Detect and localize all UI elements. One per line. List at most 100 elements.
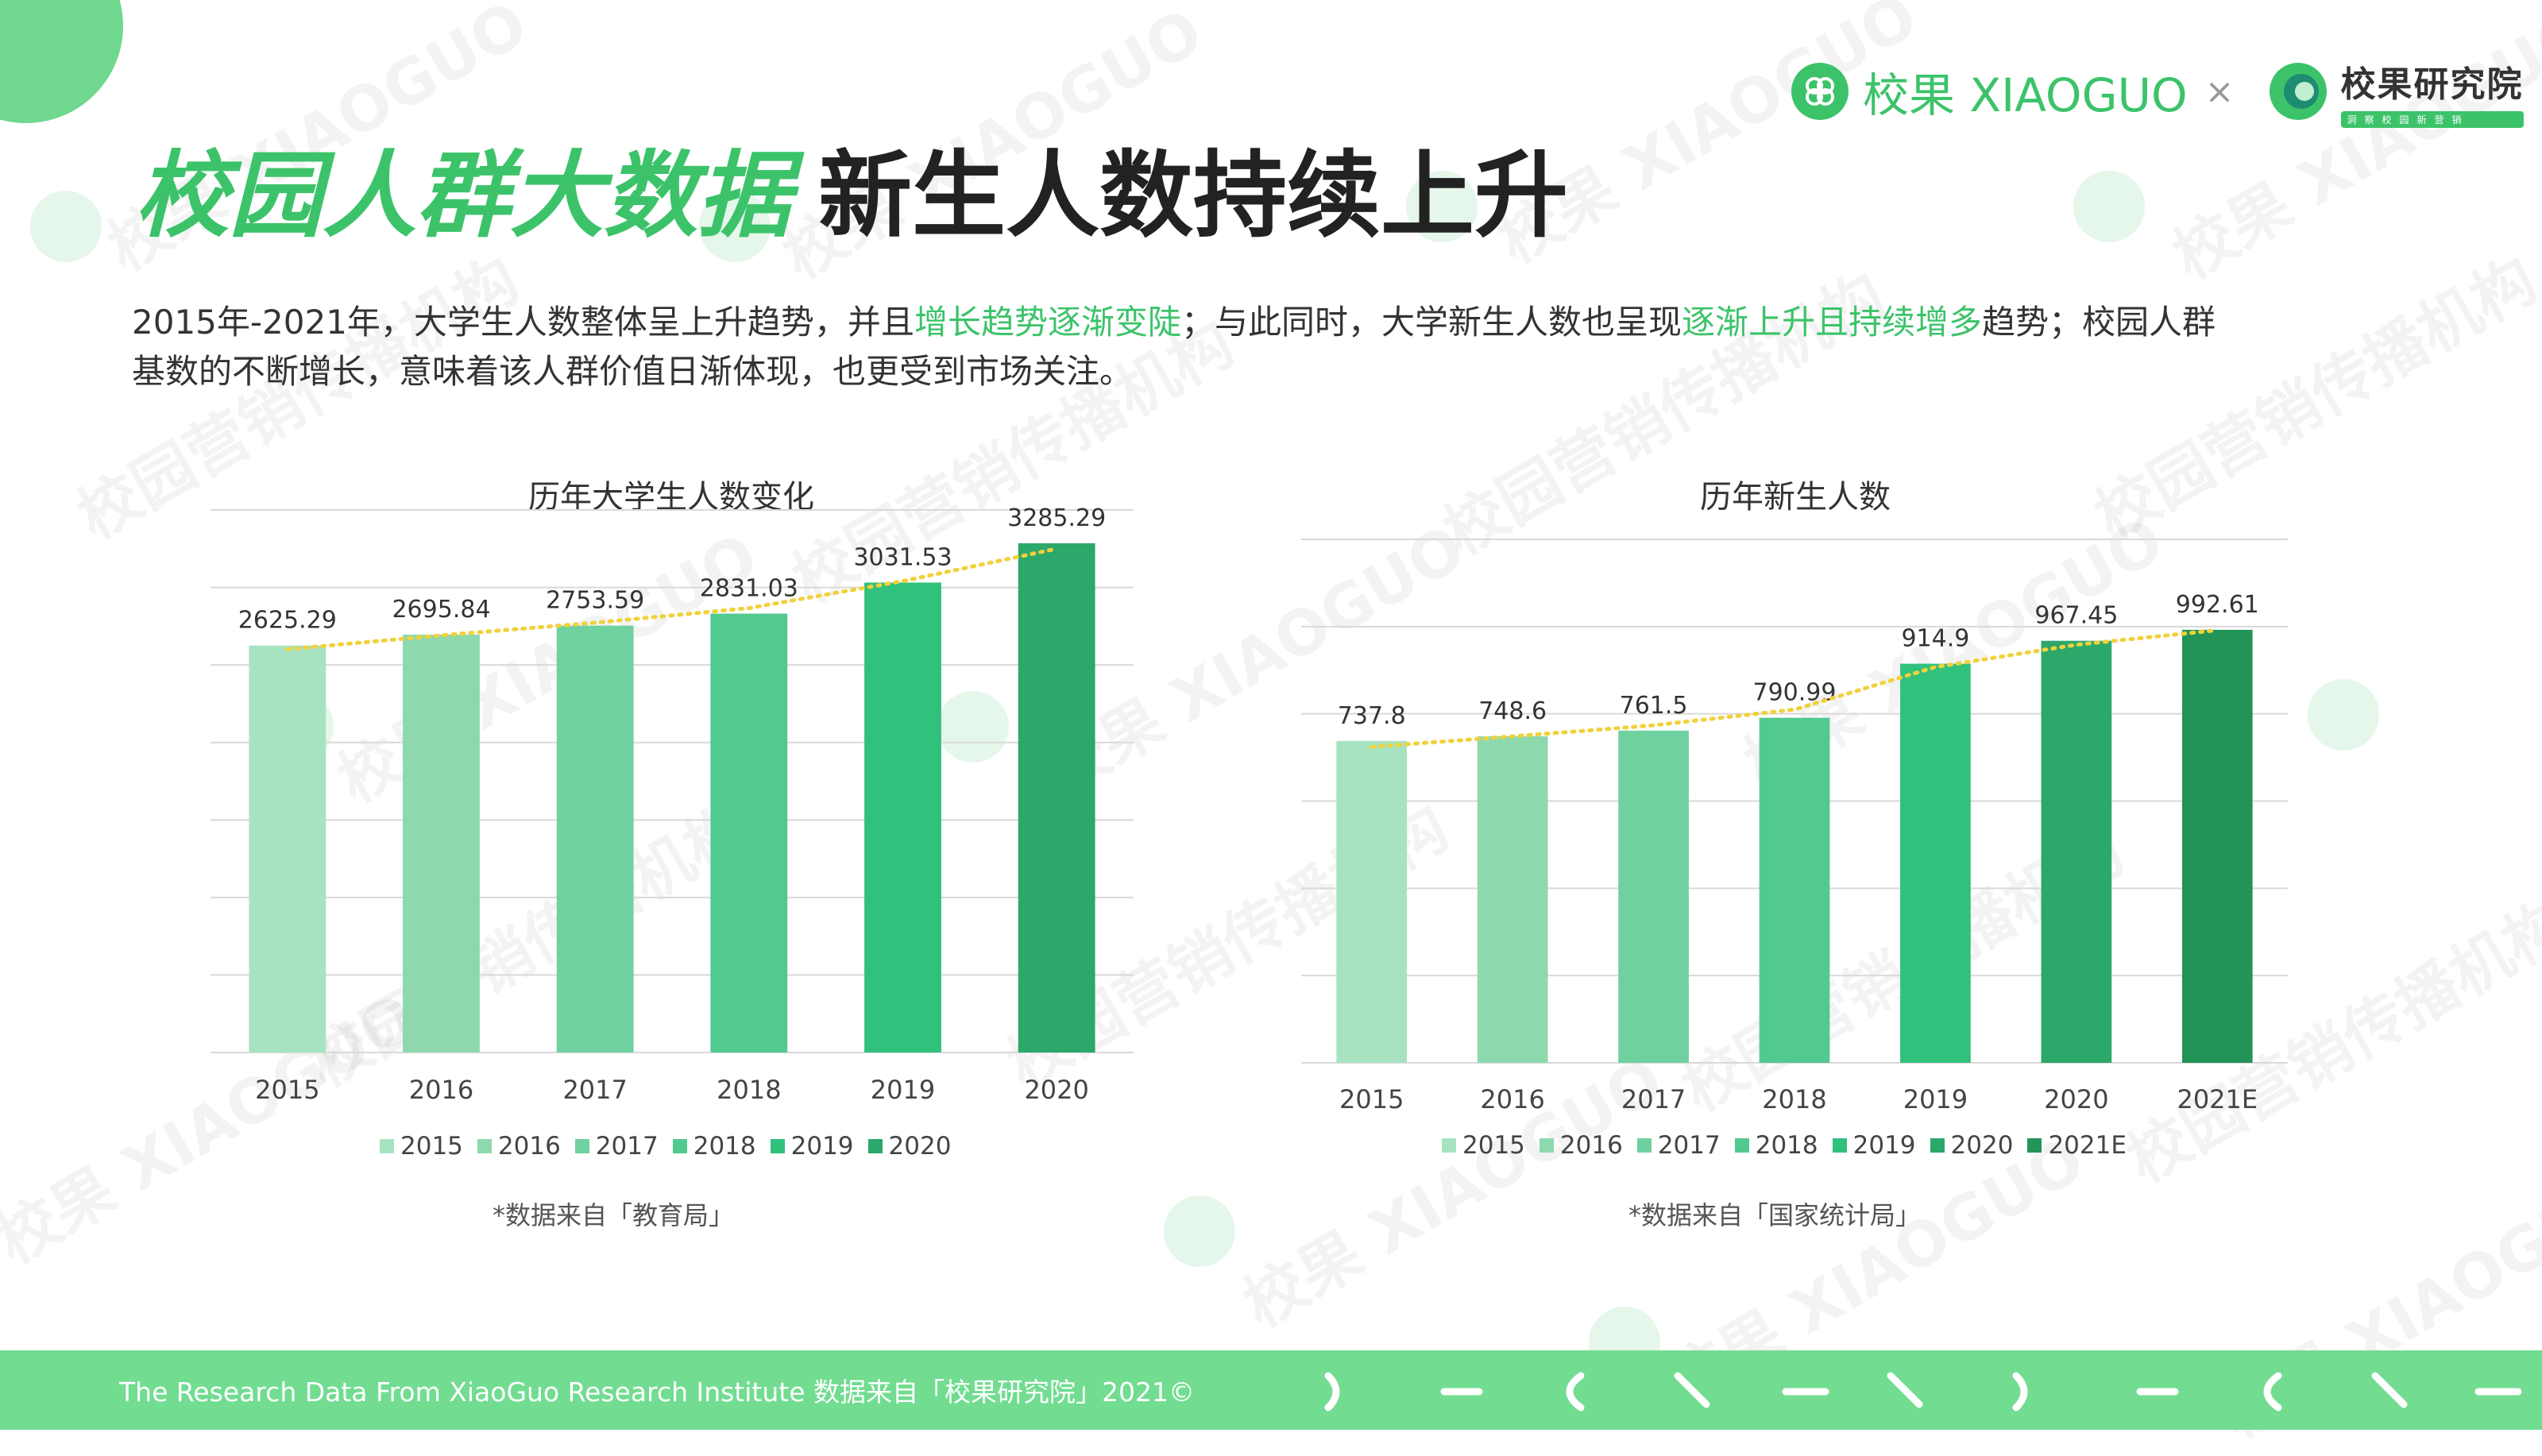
page-title: 校园人群大数据 新生人数持续上升 [135,119,1568,255]
legend-label: 2020 [1950,1131,2014,1160]
legend-item-2017: 2017 [1636,1131,1721,1160]
legend-label: 2018 [1755,1131,1818,1160]
legend-label: 2015 [400,1132,463,1161]
research-institute-tag: 洞察校园新营销 [2340,110,2524,128]
brand-separator: × [2204,71,2235,112]
legend-label: 2016 [1559,1131,1623,1160]
tick-label-2020: 2020 [2044,1084,2108,1114]
bar-2017 [556,625,634,1052]
legend-swatch [1734,1138,1749,1153]
legend-swatch [867,1139,883,1153]
description-highlight: 增长趋势逐渐变陡 [914,303,1181,342]
trendline [285,546,1059,651]
description-text: ；与此同时，大学新生人数也呈现 [1180,303,1682,342]
data-label-2019: 3031.53 [853,543,952,571]
tick-label-2015: 2015 [255,1075,319,1105]
description-text: 趋势；校园人群基数的不断增长，意味着该人群价值日渐体现，也更受到市场关注。 [132,303,2216,391]
tick-label-2015: 2015 [1339,1084,1404,1114]
legend-swatch [1832,1138,1847,1153]
legend-item-2019: 2019 [770,1132,854,1161]
bar-2018 [1759,717,1830,1063]
bar-2019 [864,582,941,1052]
tick-label-2019: 2019 [1903,1084,1968,1114]
legend-item-2020: 2020 [1930,1131,2014,1160]
legend-label: 2019 [1852,1131,1916,1160]
data-label-2016: 2695.84 [392,596,490,624]
xiaoguo-logo-icon [1791,63,1849,120]
legend-item-2020: 2020 [867,1132,952,1161]
bar-2017 [1618,730,1689,1063]
description-highlight: 逐渐上升且持续增多 [1681,303,1982,342]
data-label-2019: 914.9 [1901,625,1969,653]
data-label-2020: 3285.29 [1007,504,1106,532]
legend-item-2017: 2017 [574,1132,659,1161]
legend-swatch [1636,1138,1652,1153]
tick-label-2017: 2017 [1621,1084,1686,1114]
brand-header: 校果 XIAOGUO × 校果研究院 洞察校园新营销 [1791,56,2524,128]
legend-label: 2017 [595,1132,659,1161]
chart2-legend: 2015 2016 2017 2018 2019 2020 2021E [1442,1131,2141,1160]
trendline [1370,628,2219,749]
bar-2016 [1477,736,1548,1063]
description-text: 2015年-2021年，大学生人数整体呈上升趋势，并且 [132,303,914,342]
tick-label-2018: 2018 [717,1075,781,1105]
legend-item-2015: 2015 [380,1132,463,1161]
data-label-2015: 2625.29 [238,607,337,635]
legend-item-2016: 2016 [477,1132,561,1161]
legend-item-2015: 2015 [1442,1131,1525,1160]
bar-2021E [2181,629,2253,1063]
tick-label-2019: 2019 [871,1075,935,1105]
legend-swatch [380,1139,394,1153]
data-label-2015: 737.8 [1338,702,1406,730]
data-label-2017: 761.5 [1620,692,1688,720]
legend-swatch [672,1139,687,1153]
tick-label-2021E: 2021E [2177,1084,2258,1114]
tick-label-2020: 2020 [1024,1075,1088,1105]
research-institute-name: 校果研究院 [2340,64,2524,105]
legend-label: 2015 [1462,1131,1525,1160]
data-label-2020: 967.45 [2034,602,2118,630]
bar-2020 [2041,640,2112,1063]
data-label-2018: 2831.03 [700,575,798,603]
data-label-2016: 748.6 [1478,697,1547,725]
chart2-title: 历年新生人数 [1700,479,1891,516]
footer-decoration [1324,1372,2522,1412]
bar-2015 [1336,740,1408,1063]
tick-label-2018: 2018 [1762,1084,1826,1114]
legend-item-2016: 2016 [1539,1131,1623,1160]
chart1-source: *数据来自「教育局」 [493,1200,735,1230]
bar-2016 [403,634,480,1052]
data-label-2021E: 992.61 [2176,591,2259,619]
bar-2015 [249,645,326,1052]
legend-item-2019: 2019 [1832,1131,1916,1160]
tick-label-2016: 2016 [1480,1084,1544,1114]
legend-swatch [770,1139,785,1153]
legend-swatch [574,1139,589,1153]
legend-label: 2020 [888,1132,952,1161]
description: 2015年-2021年，大学生人数整体呈上升趋势，并且增长趋势逐渐变陡；与此同时… [132,298,2229,396]
legend-label: 2017 [1657,1131,1721,1160]
chart1-legend: 2015 2016 2017 2018 2019 2020 [380,1132,965,1161]
bar-2020 [1018,543,1095,1052]
legend-swatch [1539,1138,1554,1153]
title-highlight: 校园人群大数据 [135,141,792,250]
legend-item-2018: 2018 [672,1132,756,1161]
footer-bar: The Research Data From XiaoGuo Research … [0,1350,2542,1430]
legend-swatch [477,1139,492,1153]
research-institute-logo-icon [2269,63,2327,120]
legend-item-2018: 2018 [1734,1131,1818,1160]
legend-item-2021E: 2021E [2027,1131,2127,1160]
data-label-2017: 2753.59 [546,587,644,615]
legend-swatch [1442,1138,1456,1153]
legend-label: 2019 [790,1132,854,1161]
legend-label: 2021E [2048,1131,2127,1160]
legend-label: 2018 [693,1132,756,1161]
footer-text: The Research Data From XiaoGuo Research … [119,1377,1195,1408]
legend-swatch [1930,1138,1945,1153]
research-institute-text: 校果研究院 洞察校园新营销 [2340,56,2524,128]
brand-name: 校果 XIAOGUO [1863,68,2188,122]
title-main: 新生人数持续上升 [818,141,1569,250]
legend-label: 2016 [497,1132,561,1161]
